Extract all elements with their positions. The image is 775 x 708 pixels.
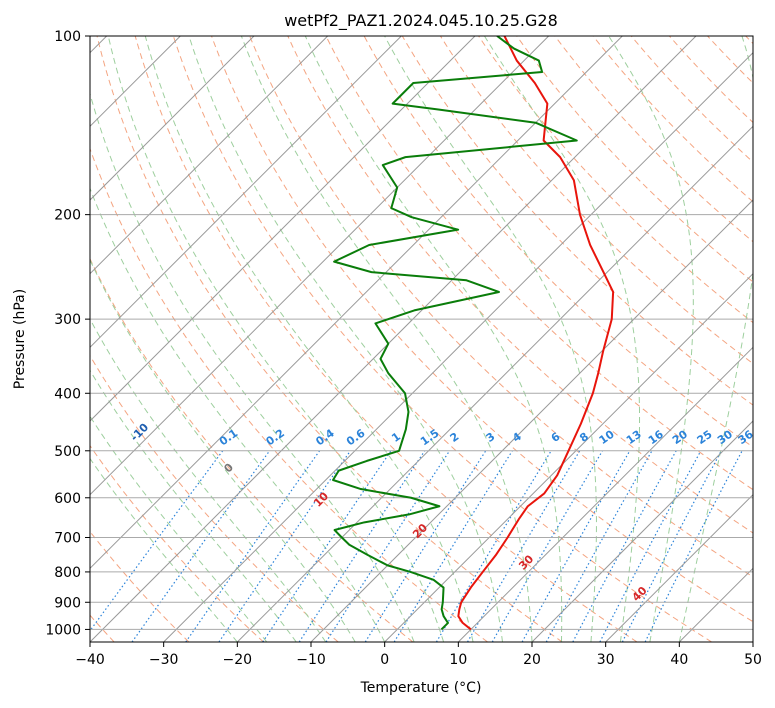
y-tick-label: 800 (54, 565, 81, 581)
mixing-ratio-line (491, 450, 603, 642)
x-tick-label: 0 (380, 652, 389, 668)
x-tick-label: −30 (149, 652, 179, 668)
moist-adiabat-line (107, 36, 445, 642)
x-axis: −40 −30 −20 −10 0 10 20 30 40 50 (75, 642, 762, 668)
dry-adiabats (90, 36, 753, 642)
y-tick-label: 1000 (45, 622, 81, 638)
moist-adiabat-line (90, 318, 327, 642)
dry-adiabat-line (401, 36, 753, 406)
dry-adiabat-line (516, 36, 753, 283)
series-line (457, 36, 615, 631)
isotherm-line (384, 272, 753, 642)
mixing-ratio-line (521, 450, 631, 642)
x-tick-label: 50 (744, 652, 762, 668)
y-tick-label: 600 (54, 491, 81, 507)
dry-adiabat-line (90, 444, 264, 642)
mixing-ratio-line (466, 450, 581, 642)
x-tick-label: −40 (75, 652, 105, 668)
isotherm-line (457, 346, 753, 642)
x-tick-label: 40 (670, 652, 688, 668)
isobars (90, 36, 753, 630)
x-axis-label: Temperature (°C) (360, 680, 482, 696)
dry-adiabat-line (478, 36, 753, 324)
moist-adiabat-line (188, 36, 504, 642)
chart-title: wetPf2_PAZ1.2024.045.10.25.G28 (284, 11, 558, 31)
isotherm-line (310, 199, 753, 642)
isotherm-line (531, 420, 753, 642)
isotherm-line (90, 36, 402, 349)
y-tick-label: 100 (54, 29, 81, 45)
mixing-ratio-line (131, 450, 271, 642)
moist-adiabat-line (384, 36, 597, 642)
x-tick-label: 20 (523, 652, 541, 668)
dry-adiabat-line (134, 36, 638, 642)
y-axis: 100 200 300 400 500 600 700 800 900 1000 (45, 29, 90, 638)
y-tick-label: 500 (54, 444, 81, 460)
x-tick-label: 10 (449, 652, 467, 668)
isotherm-line (236, 125, 753, 642)
dry-adiabat-line (172, 36, 712, 642)
mixing-ratio-line (218, 450, 351, 642)
moist-adiabat-line (240, 36, 533, 642)
mixing-ratio-line (185, 450, 321, 642)
background-lines (90, 36, 753, 642)
series-line (332, 36, 578, 631)
mixing-ratio-line (435, 450, 552, 642)
isotherm-line (163, 51, 753, 642)
series-lines (332, 36, 615, 631)
y-tick-label: 300 (54, 312, 81, 328)
moist-adiabat-line (678, 36, 753, 642)
dry-adiabat-line (630, 36, 753, 163)
moist-adiabat-line (90, 187, 386, 642)
dry-adiabat-line (90, 257, 414, 642)
moist-adiabat-line (483, 36, 641, 642)
isotherm-line (605, 493, 753, 642)
moist-adiabat-line (90, 415, 268, 642)
y-axis-label: Pressure (hPa) (12, 289, 28, 389)
y-tick-label: 200 (54, 208, 81, 224)
plot-frame (89, 35, 754, 643)
isotherm-line (90, 36, 697, 642)
moist-adiabat-line (608, 36, 694, 642)
x-tick-label: −10 (296, 652, 326, 668)
moist-adiabat-line (304, 36, 563, 642)
mixing-ratio-line (393, 450, 513, 642)
dry-adiabat-line (249, 36, 753, 578)
isotherm-line (90, 36, 329, 275)
x-tick-label: −20 (223, 652, 253, 668)
dry-adiabat-line (211, 36, 753, 623)
mixing-ratio-line (364, 450, 487, 642)
dry-adiabat-line (325, 36, 753, 491)
moist-adiabat-line (90, 369, 297, 642)
y-tick-label: 700 (54, 531, 81, 547)
isotherm-line (90, 36, 255, 201)
isotherm-line (90, 36, 550, 496)
dry-adiabat-line (592, 36, 753, 203)
isotherm-line (90, 36, 476, 422)
y-tick-label: 400 (54, 386, 81, 402)
isotherm-line (90, 36, 623, 570)
mixing-ratio-line (325, 450, 451, 642)
isotherms (90, 36, 753, 642)
moist-adiabat-line (90, 258, 356, 642)
moist-adiabat-line (90, 457, 238, 642)
mixing-ratio-label: 36 (736, 427, 756, 447)
y-tick-label: 900 (54, 595, 81, 611)
dry-adiabat-line (96, 36, 563, 642)
x-tick-label: 30 (597, 652, 615, 668)
mixing-ratio-line (572, 450, 677, 642)
